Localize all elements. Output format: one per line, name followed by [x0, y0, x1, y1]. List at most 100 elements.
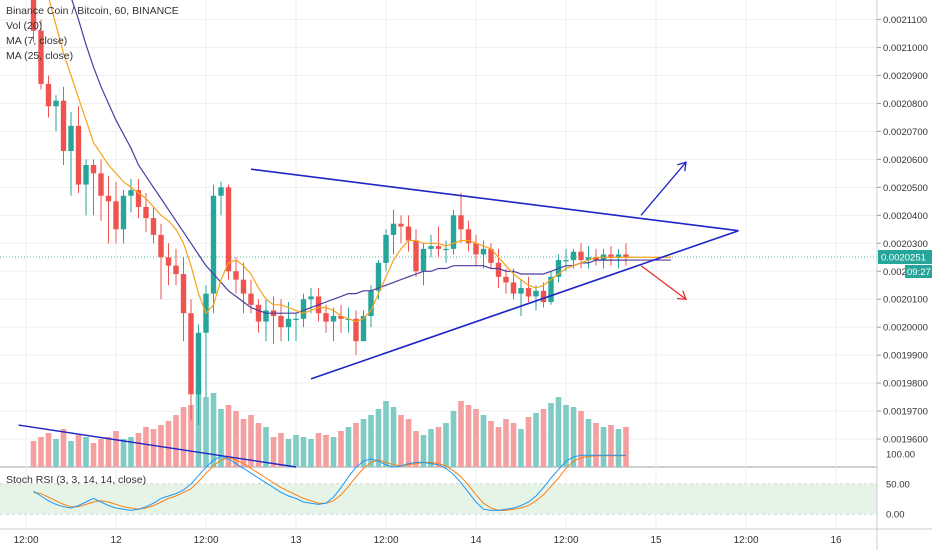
volume-bar: [458, 401, 464, 467]
x-tick-label: 12:00: [373, 535, 398, 546]
volume-bar: [90, 443, 97, 467]
candle-body: [375, 262, 382, 291]
volume-bar: [45, 433, 52, 467]
candle-body: [503, 276, 509, 283]
volume-bar: [255, 423, 262, 467]
candle-body: [473, 243, 479, 255]
candle-body: [548, 276, 554, 303]
candle-body: [450, 215, 457, 249]
y-tick-label: 0.0020800: [883, 99, 928, 110]
rsi-tick-label: 100.00: [886, 450, 915, 461]
volume-bar: [240, 419, 247, 467]
candle-body: [263, 310, 269, 322]
candle-body: [488, 248, 494, 263]
stoch-rsi-label[interactable]: Stoch RSI (3, 3, 14, 14, close): [6, 474, 147, 486]
countdown-badge: [905, 264, 932, 278]
volume-bar: [540, 409, 547, 467]
volume-bar: [600, 427, 607, 467]
candle-body: [540, 290, 547, 303]
y-tick-label: 0.0019600: [883, 435, 928, 446]
rsi-band: [0, 484, 877, 514]
candle-body: [360, 315, 367, 342]
y-tick-label: 0.0020600: [883, 155, 928, 166]
y-tick-label: 0.0021000: [883, 43, 928, 54]
candle-body: [323, 313, 329, 322]
candle-body: [135, 190, 142, 207]
candle-body: [225, 187, 232, 272]
indicator-ma7[interactable]: MA (7, close): [6, 35, 68, 47]
countdown-value: 09:27: [907, 267, 931, 278]
candle-body: [495, 262, 502, 277]
volume-bar: [165, 421, 172, 467]
candle-body: [293, 318, 299, 320]
stoch-rsi-lines: [33, 454, 626, 511]
volume-bar: [375, 409, 382, 467]
volume-bars: [30, 389, 629, 467]
bearish-arrow: [640, 265, 687, 300]
volume-bar: [173, 415, 179, 467]
candle-body: [255, 304, 262, 322]
y-tick-label: 0.0020400: [883, 211, 928, 222]
candle-body: [68, 125, 74, 152]
stoch-rsi-d-line: [33, 455, 626, 511]
indicator-ma25[interactable]: MA (25, close): [6, 50, 74, 62]
candle-body: [533, 290, 539, 297]
volume-bar: [60, 429, 67, 467]
bullish-arrow-head: [677, 161, 687, 172]
candle-body: [518, 288, 524, 294]
candle-body: [150, 218, 157, 235]
candle-body: [465, 229, 472, 244]
indicator-vol[interactable]: Vol (20): [6, 20, 43, 32]
volume-bar: [488, 421, 494, 467]
candle-body: [570, 251, 577, 261]
volume-bar: [270, 437, 277, 467]
volume-bar: [503, 419, 509, 467]
volume-bar: [135, 433, 142, 467]
volume-bar: [390, 407, 397, 467]
x-tick-label: 12:00: [553, 535, 578, 546]
volume-bar: [30, 441, 37, 467]
candle-body: [623, 254, 629, 258]
x-tick-label: 14: [470, 535, 482, 546]
candle-body: [383, 234, 389, 263]
volume-bar: [383, 401, 389, 467]
volume-bar: [233, 411, 239, 467]
y-tick-label: 0.0020000: [883, 323, 928, 334]
volume-bar: [98, 439, 104, 467]
candle-body: [53, 100, 59, 107]
candle-body: [458, 215, 464, 230]
candle-body: [390, 223, 397, 235]
candle-body: [585, 257, 592, 261]
volume-bar: [428, 429, 434, 467]
volume-bar: [68, 441, 74, 467]
candle-body: [38, 30, 44, 84]
volume-bar: [203, 397, 209, 467]
candle-body: [428, 246, 434, 249]
volume-bar: [510, 423, 517, 467]
volume-bar: [300, 437, 307, 467]
candle-body: [128, 190, 134, 196]
candle-body: [113, 201, 119, 230]
candle-body: [405, 226, 412, 241]
volume-bar: [225, 405, 232, 467]
volume-bar: [585, 419, 592, 467]
volume-bar: [105, 437, 112, 467]
volume-bar: [150, 429, 157, 467]
volume-bar: [218, 409, 224, 467]
y-tick-label: 0.0019700: [883, 407, 928, 418]
candle-body: [398, 223, 404, 227]
y-tick-label: 0.0020700: [883, 127, 928, 138]
volume-bar: [308, 439, 314, 467]
candle-body: [158, 234, 164, 258]
x-tick-label: 12:00: [733, 535, 758, 546]
candle-body: [60, 100, 67, 152]
x-tick-label: 13: [290, 535, 302, 546]
candle-body: [120, 195, 127, 230]
volume-bar: [143, 427, 149, 467]
candle-body: [105, 195, 112, 202]
volume-bar: [420, 435, 427, 467]
candle-body: [578, 251, 584, 261]
